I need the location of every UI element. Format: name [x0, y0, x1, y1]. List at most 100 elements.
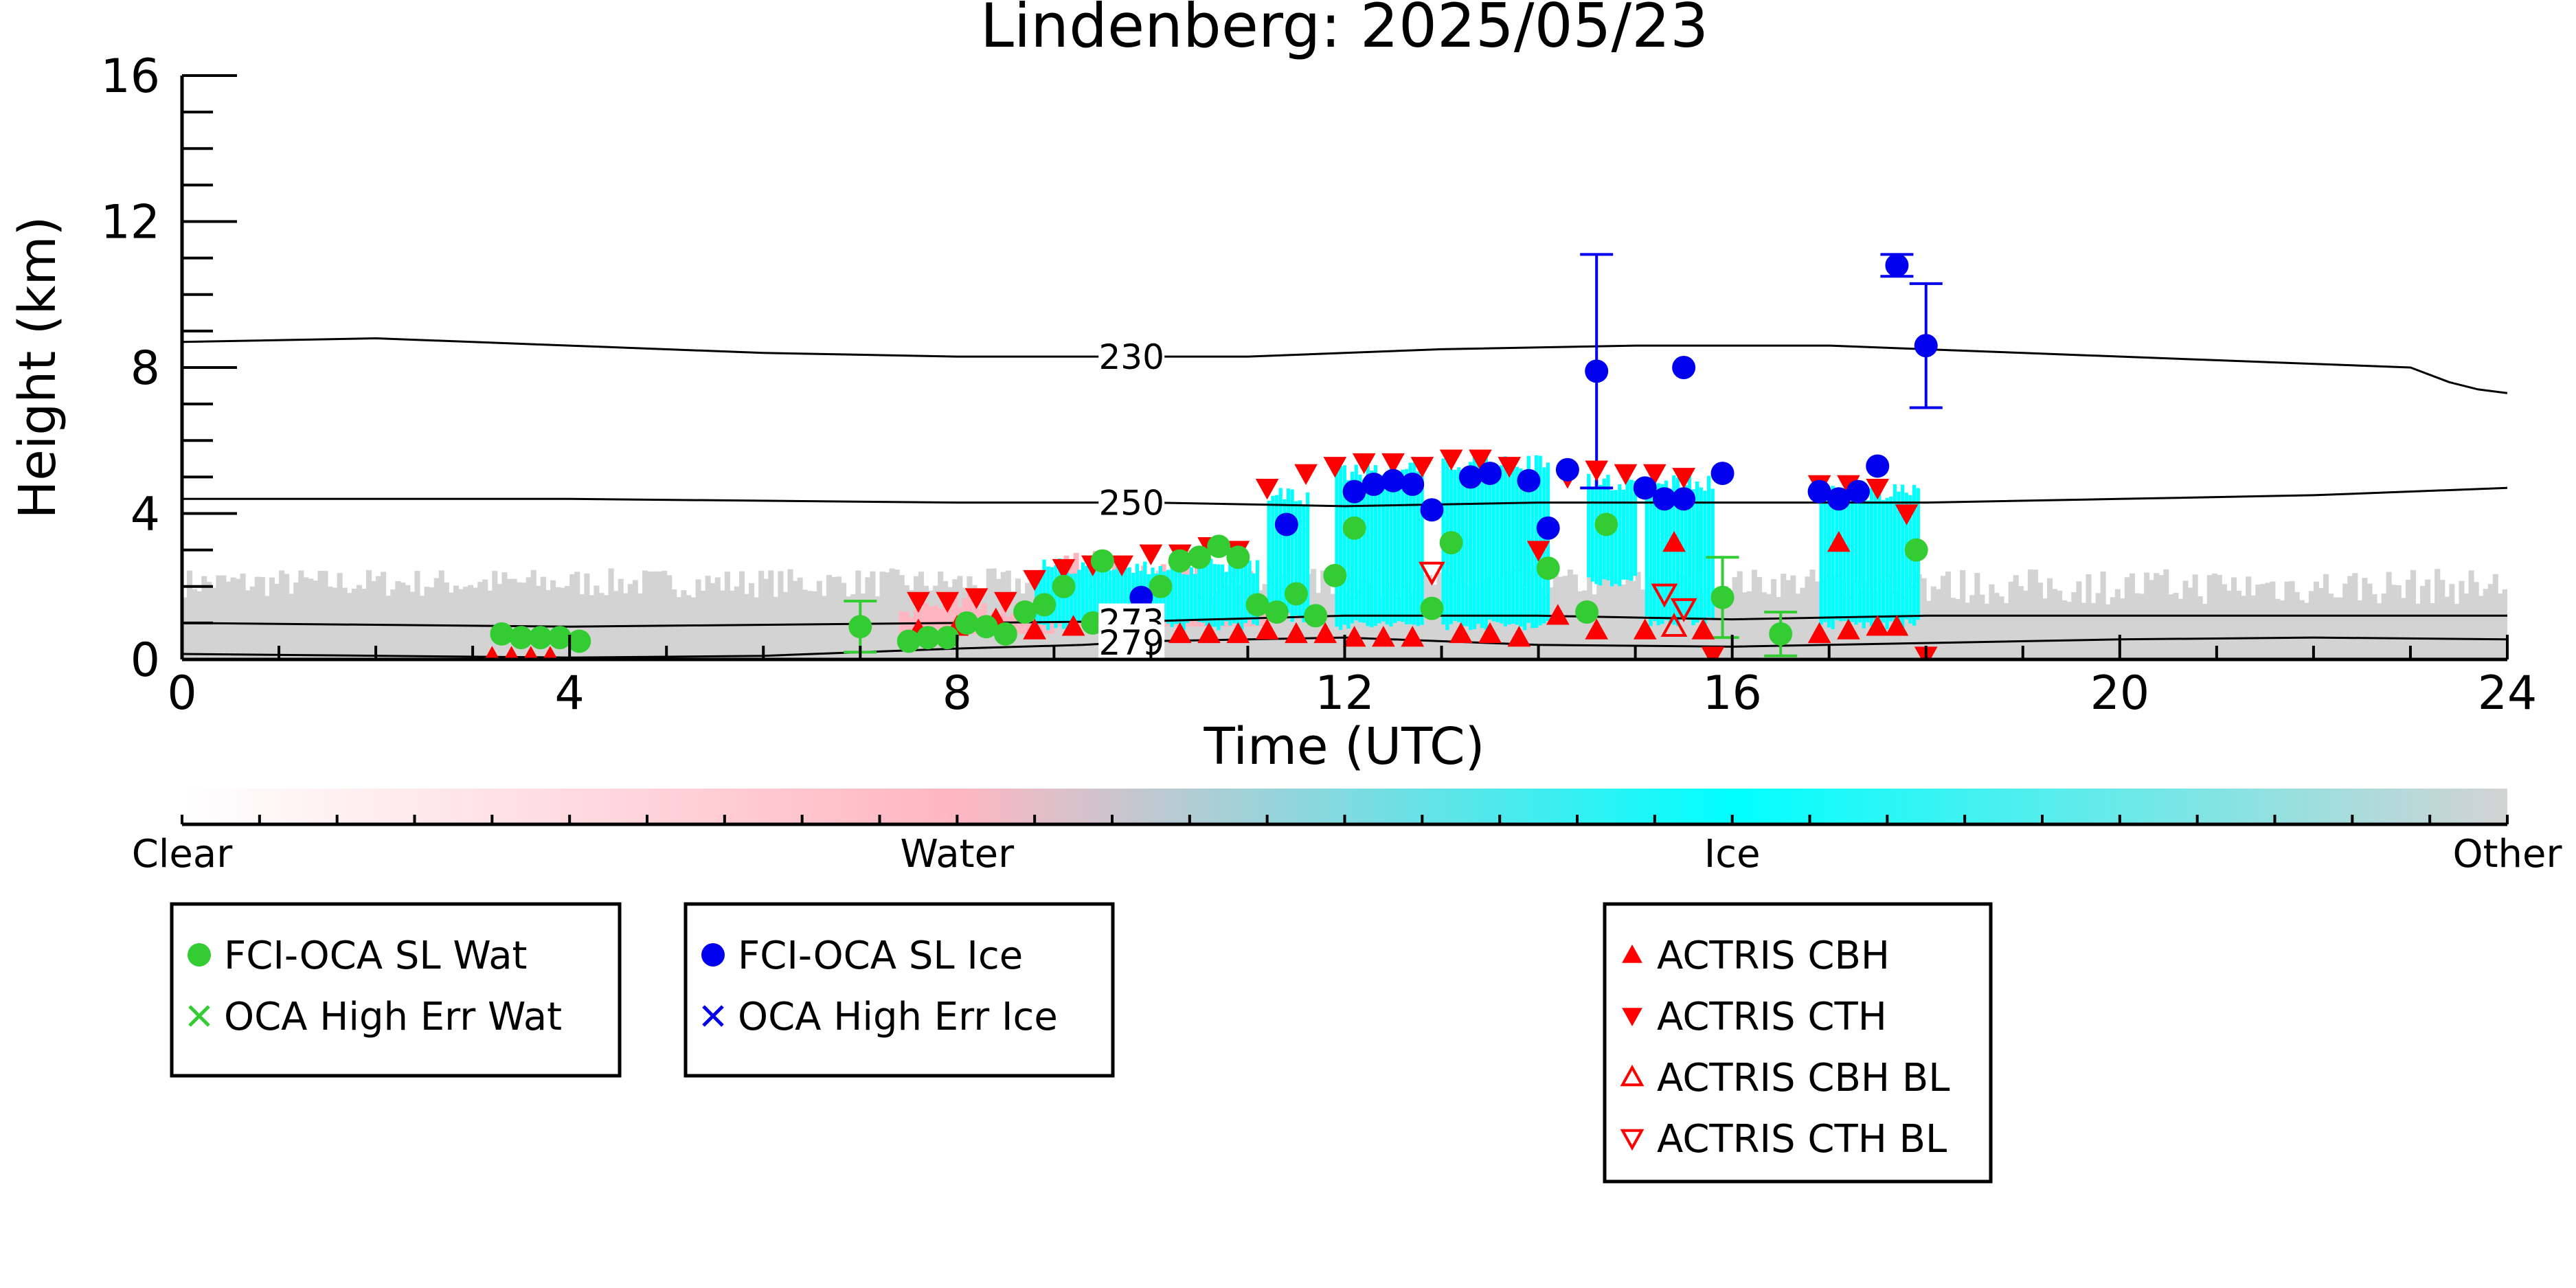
- ice-class-column: [1201, 563, 1205, 623]
- fci-oca-sl-ice-point: [1342, 479, 1366, 504]
- other-class-column: [686, 595, 692, 659]
- legend-fci-oca-sl-wat-marker: [188, 943, 211, 967]
- ice-class-column: [1362, 479, 1366, 623]
- other-class-column: [2071, 592, 2077, 659]
- other-class-column: [855, 570, 861, 659]
- other-class-column: [2192, 574, 2198, 659]
- ice-class-column: [1232, 567, 1236, 624]
- other-class-column: [2003, 602, 2009, 659]
- ice-class-column: [1835, 492, 1839, 620]
- ice-class-column: [1354, 464, 1358, 620]
- other-class-column: [1359, 578, 1365, 659]
- other-class-column: [2303, 602, 2309, 659]
- ice-class-column: [1484, 455, 1488, 630]
- fci-oca-sl-ice-point: [1274, 512, 1298, 536]
- other-class-column: [1325, 583, 1331, 659]
- ice-class-column: [1590, 489, 1594, 582]
- other-class-column: [594, 585, 600, 659]
- other-class-column: [477, 582, 484, 659]
- other-class-column: [1809, 569, 1816, 659]
- water-class-column: [1078, 607, 1084, 627]
- legend-oca-high-err-wat-label: OCA High Err Wat: [224, 995, 562, 1039]
- other-class-column: [1684, 587, 1690, 659]
- other-class-column: [2008, 581, 2014, 659]
- actris-cbh-point: [1837, 618, 1860, 640]
- isotherm-230-label: 230: [1098, 337, 1164, 377]
- other-class-column: [516, 582, 522, 659]
- other-class-column: [782, 591, 789, 659]
- ice-class-column: [1350, 471, 1355, 624]
- ice-class-column: [1286, 488, 1291, 613]
- isotherm-label-background: [1098, 624, 1165, 660]
- other-class-column: [284, 574, 290, 659]
- fci-oca-sl-wat-point: [1149, 574, 1173, 598]
- ice-class-column: [1699, 487, 1703, 620]
- other-class-column: [346, 593, 352, 659]
- actris-cth-point: [1323, 457, 1347, 478]
- ice-class-column: [1491, 471, 1496, 622]
- other-class-column: [400, 583, 406, 659]
- other-class-column: [2395, 585, 2402, 659]
- other-class-column: [2114, 589, 2121, 659]
- other-class-column: [1717, 594, 1724, 659]
- fci-oca-sl-ice-point: [1866, 454, 1890, 478]
- water-class-column: [928, 606, 934, 634]
- y-tick-label: 8: [131, 341, 160, 396]
- ice-class-column: [1247, 561, 1252, 620]
- x-tick-label: 20: [2090, 666, 2150, 721]
- other-class-column: [196, 591, 203, 659]
- other-class-column: [322, 571, 328, 659]
- ice-class-column: [1649, 489, 1653, 626]
- ice-class-column: [1120, 567, 1124, 626]
- ice-class-column: [1831, 486, 1835, 629]
- other-class-column: [787, 569, 793, 659]
- other-class-column: [1800, 587, 1806, 659]
- fci-oca-sl-wat-point: [1536, 556, 1560, 580]
- ice-class-column: [1854, 497, 1858, 625]
- water-class-column: [1194, 567, 1200, 627]
- other-class-column: [792, 580, 798, 659]
- other-class-column: [182, 597, 188, 659]
- fci-oca-sl-ice-point: [1401, 473, 1425, 496]
- other-class-column: [206, 582, 212, 659]
- other-class-column: [676, 597, 682, 659]
- fci-oca-sl-ice-point: [1885, 253, 1909, 278]
- other-class-column: [2265, 583, 2271, 659]
- isotherm-250-line: [182, 486, 2507, 508]
- other-class-column: [1795, 594, 1801, 659]
- ice-class-column: [1675, 477, 1680, 626]
- ice-class-column: [1283, 499, 1287, 616]
- other-class-column: [1858, 591, 1864, 659]
- other-class-column: [2236, 590, 2242, 659]
- other-class-column: [2483, 589, 2489, 659]
- actris-cth-point: [1701, 646, 1725, 659]
- y-ticks: 0 4 8 12 16: [100, 49, 237, 688]
- other-class-column: [473, 587, 479, 659]
- other-class-column: [889, 568, 895, 659]
- ice-class-column: [1500, 465, 1504, 624]
- isotherm-279-label: 279: [1098, 623, 1164, 663]
- other-class-column: [695, 579, 701, 659]
- other-class-column: [816, 580, 822, 659]
- ice-class-column: [1224, 572, 1228, 622]
- other-class-column: [2313, 581, 2319, 659]
- ice-class-column: [1050, 567, 1054, 622]
- fci-oca-sl-ice-point: [1672, 356, 1696, 379]
- ice-class-column: [1166, 569, 1171, 624]
- actris-cth-point: [1352, 453, 1376, 475]
- ice-class-column: [1104, 561, 1108, 628]
- actris-cth-point: [1614, 464, 1638, 486]
- ice-class-column: [1302, 505, 1306, 622]
- ice-class-column: [1177, 558, 1182, 624]
- other-class-column: [2052, 589, 2058, 659]
- other-class-column: [337, 573, 343, 659]
- other-class-column: [381, 572, 387, 659]
- other-class-column: [1998, 596, 2004, 659]
- ice-class-column: [1893, 484, 1897, 622]
- fci-oca-sl-wat-point: [955, 611, 979, 635]
- other-class-column: [2139, 594, 2145, 659]
- ice-class-column: [1092, 558, 1097, 625]
- other-class-column: [1965, 602, 1971, 659]
